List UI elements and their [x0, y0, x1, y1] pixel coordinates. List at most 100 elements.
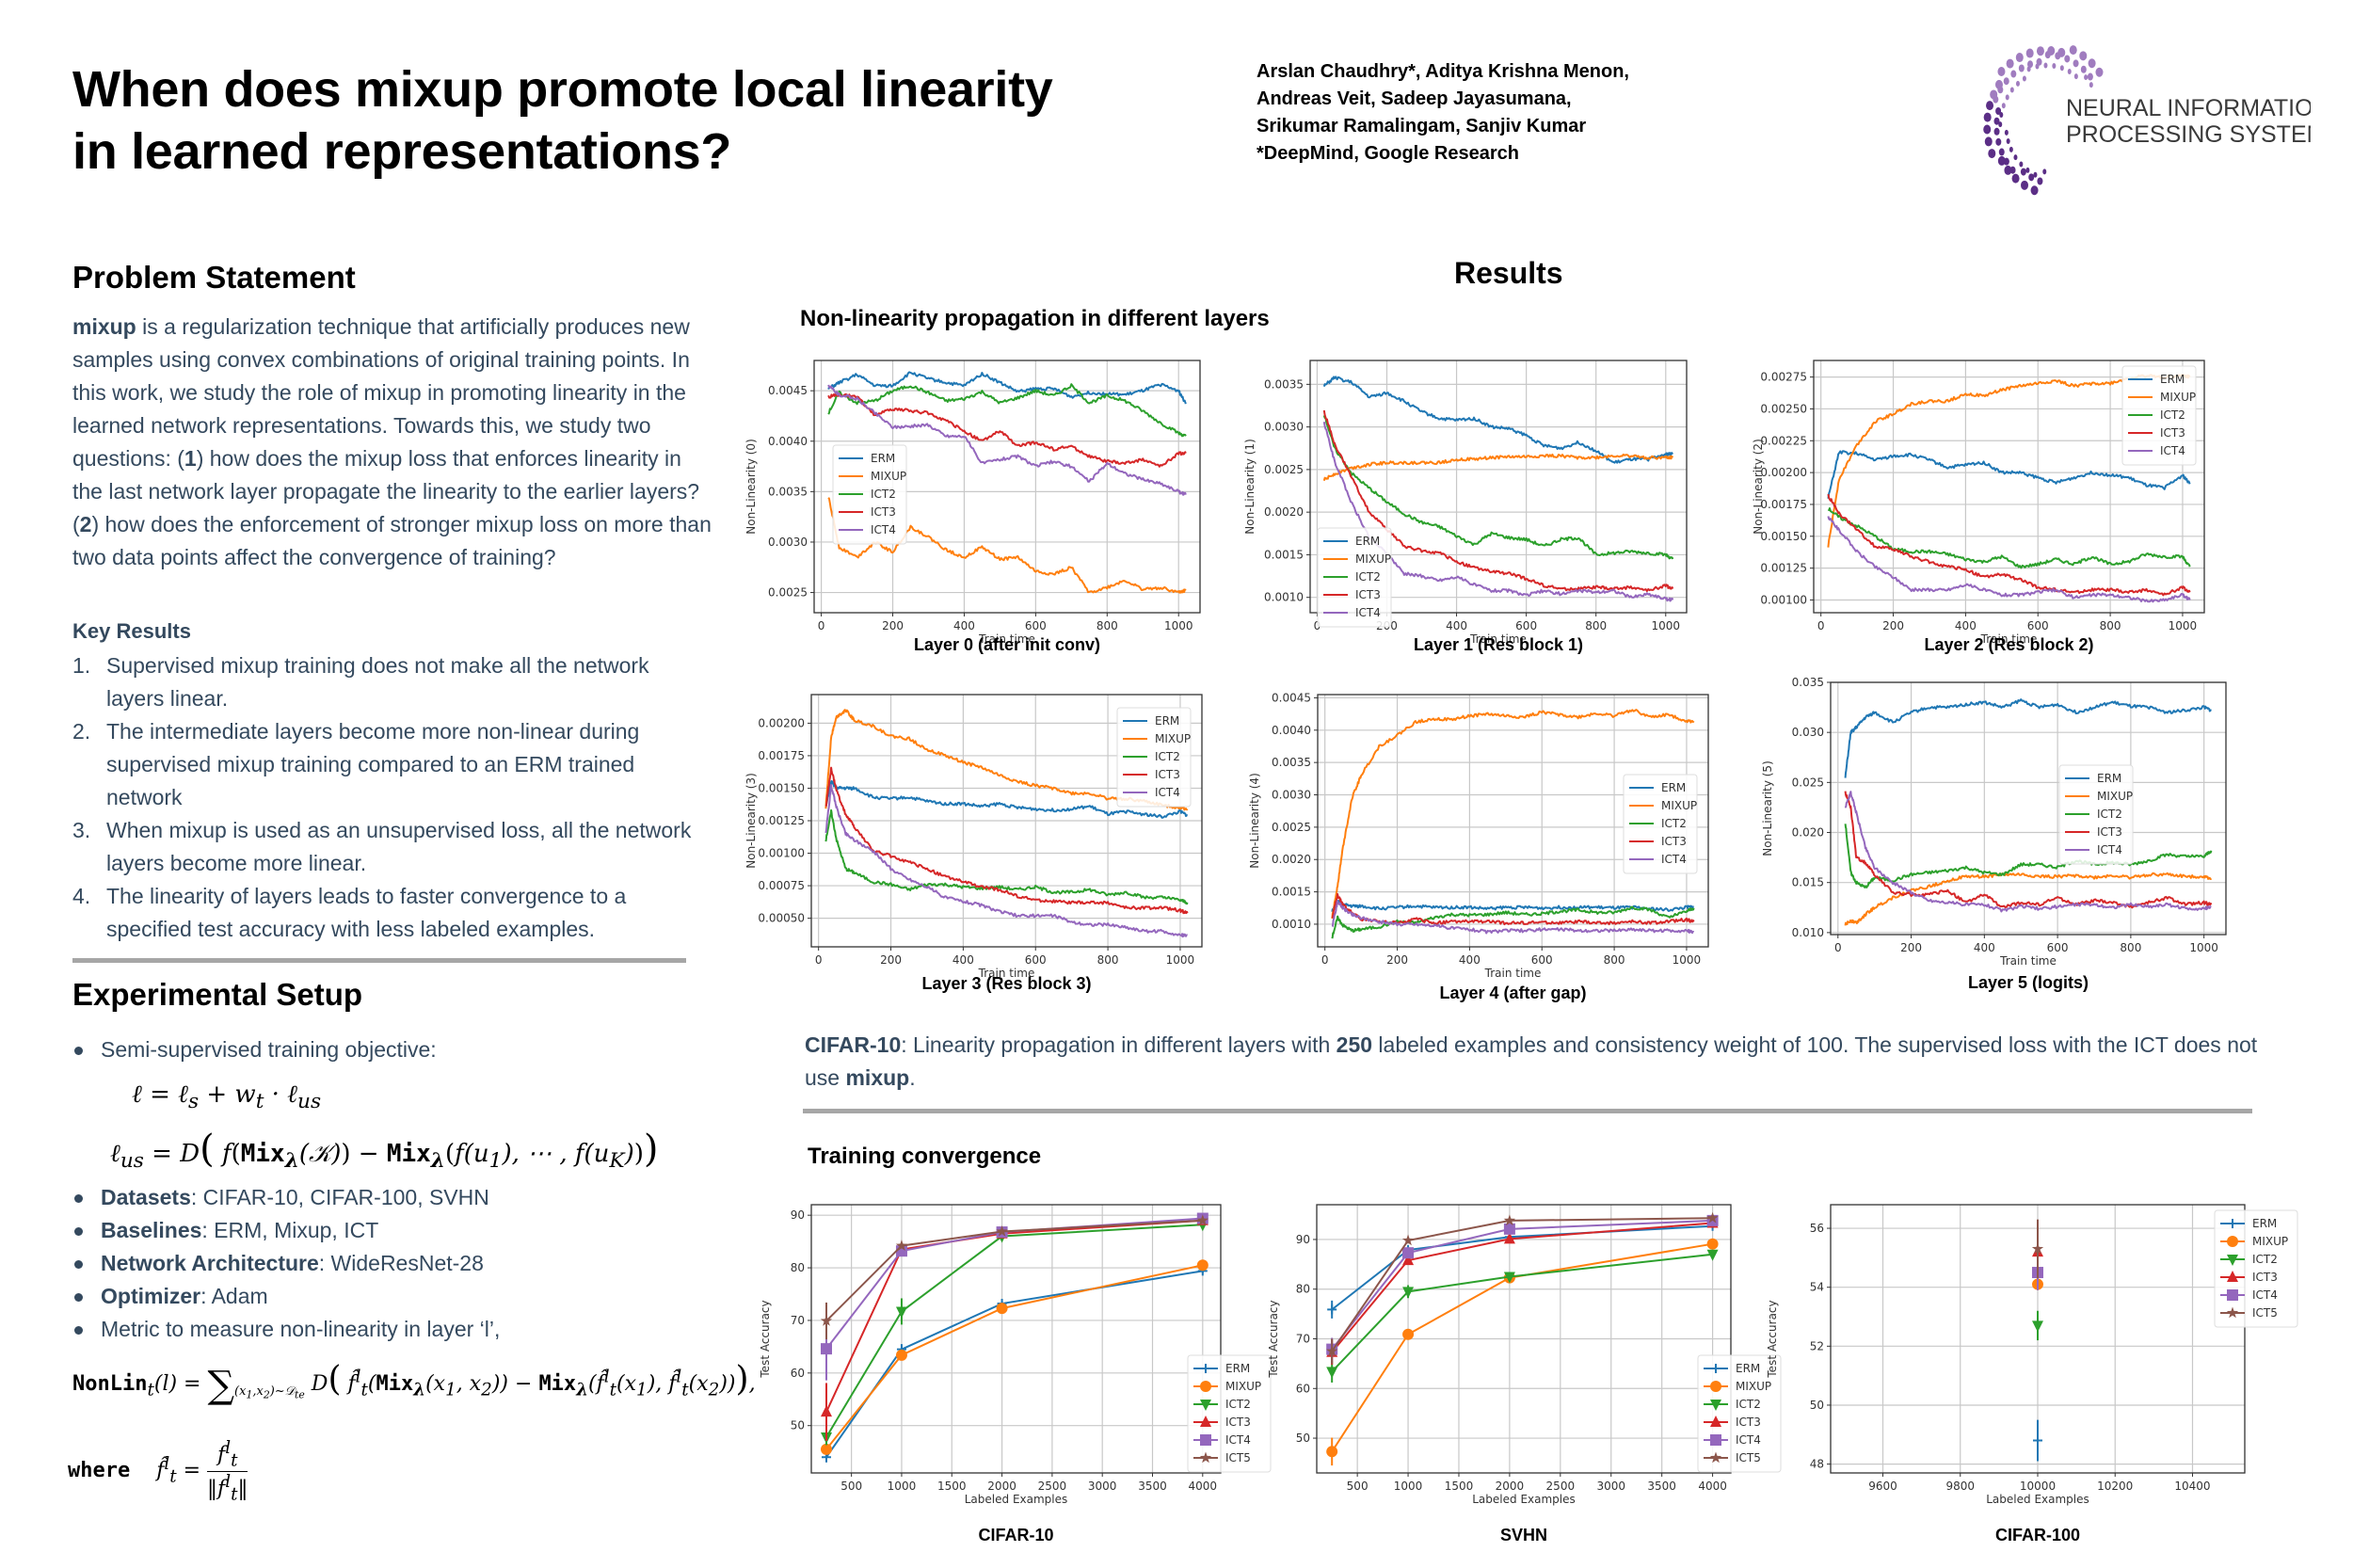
y-tick-label: 90 — [1296, 1233, 1310, 1246]
logo-dot — [2052, 63, 2057, 70]
item-text: Supervised mixup training does not make … — [106, 653, 649, 711]
marker-star — [820, 1315, 833, 1326]
poster-title: When does mixup promote local linearity … — [72, 58, 1053, 183]
chart-title: Layer 3 (Res block 3) — [921, 974, 1091, 993]
key-result-item: 3. When mixup is used as an unsupervised … — [72, 814, 712, 880]
chart-layer1: 020040060080010000.00100.00150.00200.002… — [1242, 356, 1732, 676]
chart-svg: 0 200 400 600 800 1000 0.00050 0.00075 0.00100 0.… — [744, 694, 1203, 993]
author-list: Arslan Chaudhry*, Aditya Krishna Menon, … — [1257, 58, 1629, 168]
marker-tri-down — [1326, 1367, 1338, 1379]
item-number: 3. — [72, 818, 91, 842]
legend-label: ICT4 — [1155, 786, 1180, 799]
legend-label: ICT4 — [1736, 1433, 1761, 1447]
x-tick-label: 0 — [818, 619, 825, 632]
x-tick-label: 2000 — [987, 1480, 1016, 1493]
logo-dot — [2087, 72, 2093, 81]
logo-dot — [2067, 69, 2072, 75]
marker-circle — [820, 1443, 832, 1455]
chart-layer3: 0 200 400 600 800 1000 0.00050 0.00075 0.00100 0.… — [744, 690, 1214, 1019]
bullet-item: Optimizer: Adam — [72, 1280, 731, 1313]
series-line-erm — [1322, 376, 1674, 464]
series-line-erm — [1827, 450, 2191, 499]
legend-label: ICT2 — [2160, 408, 2185, 422]
legend-label: ERM — [1155, 714, 1179, 728]
y-tick-label: 0.0020 — [1264, 505, 1304, 519]
y-tick-label: 0.00200 — [1760, 466, 1807, 479]
x-tick-label: 400 — [952, 953, 974, 967]
marker-tri-down — [2227, 1255, 2238, 1266]
legend-label: ICT3 — [1736, 1416, 1761, 1429]
logo-dot — [2001, 103, 2006, 109]
chart-title: SVHN — [1500, 1526, 1547, 1544]
logo-dot — [1984, 136, 1993, 147]
series-group — [820, 1212, 1209, 1463]
legend: ERM MIXUP ICT2 ICT3 ICT4 — [1623, 774, 1698, 874]
y-tick-label: 0.0030 — [768, 536, 808, 549]
logo-dot — [2042, 168, 2047, 175]
series-group — [2031, 1219, 2044, 1462]
series-line-ict2 — [825, 1224, 1203, 1438]
logo-dot — [1993, 127, 2000, 136]
legend-label: MIXUP — [2252, 1235, 2288, 1248]
marker-plus — [1201, 1364, 1210, 1373]
y-axis-label: Non-Linearity (0) — [744, 439, 758, 535]
legend: ERM MIXUP ICT2 ICT3 ICT4 — [2121, 365, 2197, 466]
legend-label: ICT4 — [1661, 853, 1687, 866]
x-axis-label: Train time — [978, 632, 1035, 646]
series-group — [1844, 698, 2213, 926]
chart-title: Layer 0 (after init conv) — [914, 635, 1100, 654]
x-tick-label: 800 — [1604, 953, 1625, 967]
x-tick-label: 1000 — [1166, 953, 1195, 967]
series-line-mixup — [1322, 453, 1674, 482]
legend-label: ICT4 — [871, 523, 896, 536]
problem-statement-text: mixup is a regularization technique that… — [72, 311, 712, 574]
x-tick-label: 400 — [953, 619, 975, 632]
author-line: Srikumar Ramalingam, Sanjiv Kumar — [1257, 116, 1587, 136]
x-tick-label: 9800 — [1945, 1480, 1975, 1493]
y-tick-label: 70 — [791, 1314, 805, 1327]
text-span: ) how does the mixup loss that enforces … — [72, 446, 700, 536]
marker-square — [1710, 1434, 1721, 1446]
item-text: The intermediate layers become more non-… — [106, 719, 640, 809]
legend-label: ICT2 — [1661, 817, 1687, 830]
chart-title: CIFAR-10 — [978, 1526, 1053, 1544]
x-tick-label: 1000 — [888, 1480, 917, 1493]
chart-layer5: 0 200 400 600 800 1000 0.010 0.015 0.020 0.025 0.0… — [1760, 676, 2240, 1019]
legend-box — [1317, 527, 1392, 628]
chart-svhn: 500 1000 1500 2000 2500 3000 3500 4000 50 60 70 80 9… — [1266, 1195, 1782, 1553]
marker-plus — [2228, 1219, 2237, 1228]
y-tick-label: 0.00275 — [1760, 371, 1807, 384]
logo-dot — [2004, 129, 2009, 136]
logo-text-line1: NEURAL INFORMATION — [2066, 95, 2311, 121]
series-line-ict3 — [824, 766, 1189, 915]
caption-bold: mixup — [845, 1065, 910, 1090]
series-line-mixup — [1844, 872, 2213, 926]
y-tick-label: 0.00100 — [758, 847, 805, 860]
series-line-ict4 — [1827, 516, 2191, 603]
chart-cifar10: 500 1000 1500 2000 2500 3000 3500 4000 50 60 70 80 9… — [758, 1195, 1272, 1553]
logo-dot — [2036, 57, 2042, 66]
logo-dot — [2057, 47, 2066, 57]
marker-star — [2031, 1242, 2044, 1255]
x-tick-label: 600 — [1515, 619, 1537, 632]
x-tick-label: 1000 — [2189, 941, 2218, 954]
normalization-equation: where f̂lt = flt ‖flt‖ — [68, 1438, 248, 1505]
author-line: Andreas Veit, Sadeep Jayasumana, — [1257, 88, 1572, 109]
series-line-mixup — [1331, 1242, 1713, 1452]
plot-frame — [1317, 694, 1709, 948]
marker-tri-down — [1402, 1287, 1415, 1299]
logo-dot — [2043, 62, 2048, 69]
series-line-ict2 — [1844, 824, 2213, 888]
y-tick-label: 0.020 — [1792, 826, 1824, 840]
neurips-logo: NEURAL INFORMATION PROCESSING SYSTEMS — [1972, 45, 2342, 196]
logo-dot — [2030, 185, 2039, 196]
marker-circle — [1326, 1446, 1338, 1458]
x-tick-label: 0 — [1314, 619, 1321, 632]
y-tick-label: 90 — [791, 1208, 805, 1222]
legend-label: ICT2 — [1355, 570, 1381, 584]
logo-dot — [1998, 121, 2003, 128]
text-span: is a regularization technique that artif… — [72, 314, 690, 471]
x-tick-label: 3500 — [1138, 1480, 1167, 1493]
x-axis-label: Train time — [978, 967, 1035, 980]
y-axis-label: Non-Linearity (4) — [1248, 773, 1261, 869]
